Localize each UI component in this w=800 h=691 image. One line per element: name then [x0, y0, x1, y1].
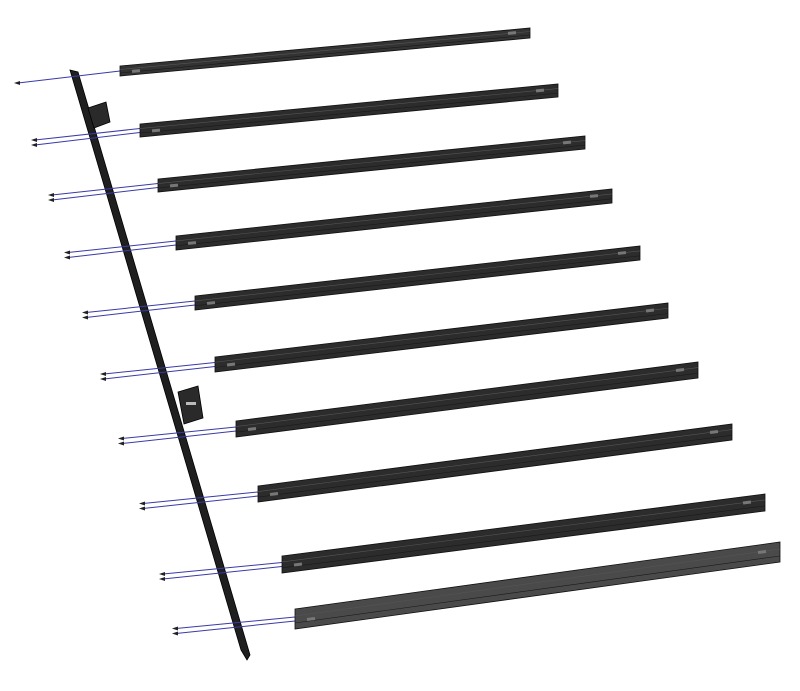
rail-groove: [119, 31, 531, 70]
rail-slot: [247, 427, 257, 431]
plate-tab: [87, 101, 111, 129]
rail: [139, 83, 559, 138]
rail-groove: [175, 198, 613, 247]
rail: [157, 135, 586, 193]
wire: [85, 304, 196, 318]
wire-tip: [82, 310, 88, 315]
wire-tip: [139, 506, 145, 511]
rail-groove: [257, 434, 733, 498]
wire: [142, 495, 259, 509]
wire: [121, 426, 237, 439]
rail: [194, 245, 641, 311]
wire: [103, 366, 216, 380]
rail-groove: [194, 250, 641, 302]
rail-groove: [235, 367, 699, 427]
wire: [175, 616, 296, 629]
rail: [119, 27, 531, 77]
wire: [34, 128, 141, 141]
rail-slot: [535, 88, 545, 93]
wire: [162, 562, 283, 575]
rail-slot: [206, 301, 216, 305]
wire-tip: [118, 441, 124, 446]
rail-groove: [194, 255, 641, 307]
wire: [142, 491, 259, 504]
rail-slot: [269, 491, 279, 497]
wire-tip: [48, 193, 54, 197]
rail-slot: [507, 31, 517, 35]
wire-tip: [100, 377, 106, 381]
rail-groove: [139, 88, 559, 129]
wire: [17, 70, 121, 84]
tab-slot: [186, 402, 196, 405]
side-plate: [69, 69, 251, 661]
wire: [67, 244, 177, 258]
wire-tip: [14, 81, 20, 85]
rail-groove: [157, 144, 586, 189]
rail-slot: [645, 308, 655, 313]
wire-tip: [48, 198, 54, 202]
rail-slot: [742, 500, 752, 505]
wire-tip: [31, 138, 37, 142]
rail-slot: [293, 562, 303, 567]
wire-tip: [31, 143, 37, 147]
rail-slot: [675, 368, 685, 372]
rail: [235, 361, 699, 438]
rail-groove: [235, 372, 699, 433]
rail-groove: [294, 555, 781, 624]
rail: [294, 541, 781, 630]
wire-tip: [64, 250, 70, 255]
rail-groove: [175, 193, 613, 242]
rail-slot: [226, 362, 236, 367]
wire: [51, 187, 159, 201]
rail-slot: [709, 429, 719, 435]
rail-groove: [281, 499, 766, 563]
wire-tip: [159, 577, 165, 581]
rail: [281, 493, 766, 574]
rail-slot: [169, 183, 179, 188]
wire: [67, 240, 177, 253]
wire-tip: [64, 255, 70, 260]
rail-groove: [119, 34, 531, 74]
rail: [175, 188, 613, 251]
rail-slot: [187, 241, 197, 245]
wire-tip: [139, 501, 145, 506]
wire-tip: [100, 372, 106, 376]
wire: [175, 620, 296, 634]
rail-slot: [589, 194, 599, 198]
wire-tip: [172, 626, 178, 631]
rail-groove: [257, 429, 733, 492]
wire: [121, 430, 237, 444]
rail-slot: [131, 69, 141, 73]
rail-slot: [562, 140, 572, 145]
wire: [85, 300, 196, 313]
rail: [214, 302, 669, 373]
rail-groove: [214, 313, 669, 368]
rail-groove: [139, 92, 559, 134]
wire: [162, 566, 283, 580]
rail-groove: [157, 140, 586, 184]
wire-tip: [82, 315, 88, 320]
wire: [103, 362, 216, 375]
rail-groove: [214, 307, 669, 363]
rail-group: [14, 27, 781, 636]
rail-slot: [306, 616, 316, 622]
wire-tip: [159, 572, 165, 576]
rail: [257, 423, 733, 503]
rail-slot: [151, 128, 161, 133]
wire-tip: [172, 631, 178, 636]
wire: [51, 183, 159, 196]
wire: [34, 132, 141, 146]
rail-slot: [617, 251, 627, 255]
rail-slot: [757, 549, 767, 555]
wire-tip: [118, 436, 124, 441]
rail-groove: [281, 505, 766, 569]
rail-groove: [294, 548, 781, 617]
